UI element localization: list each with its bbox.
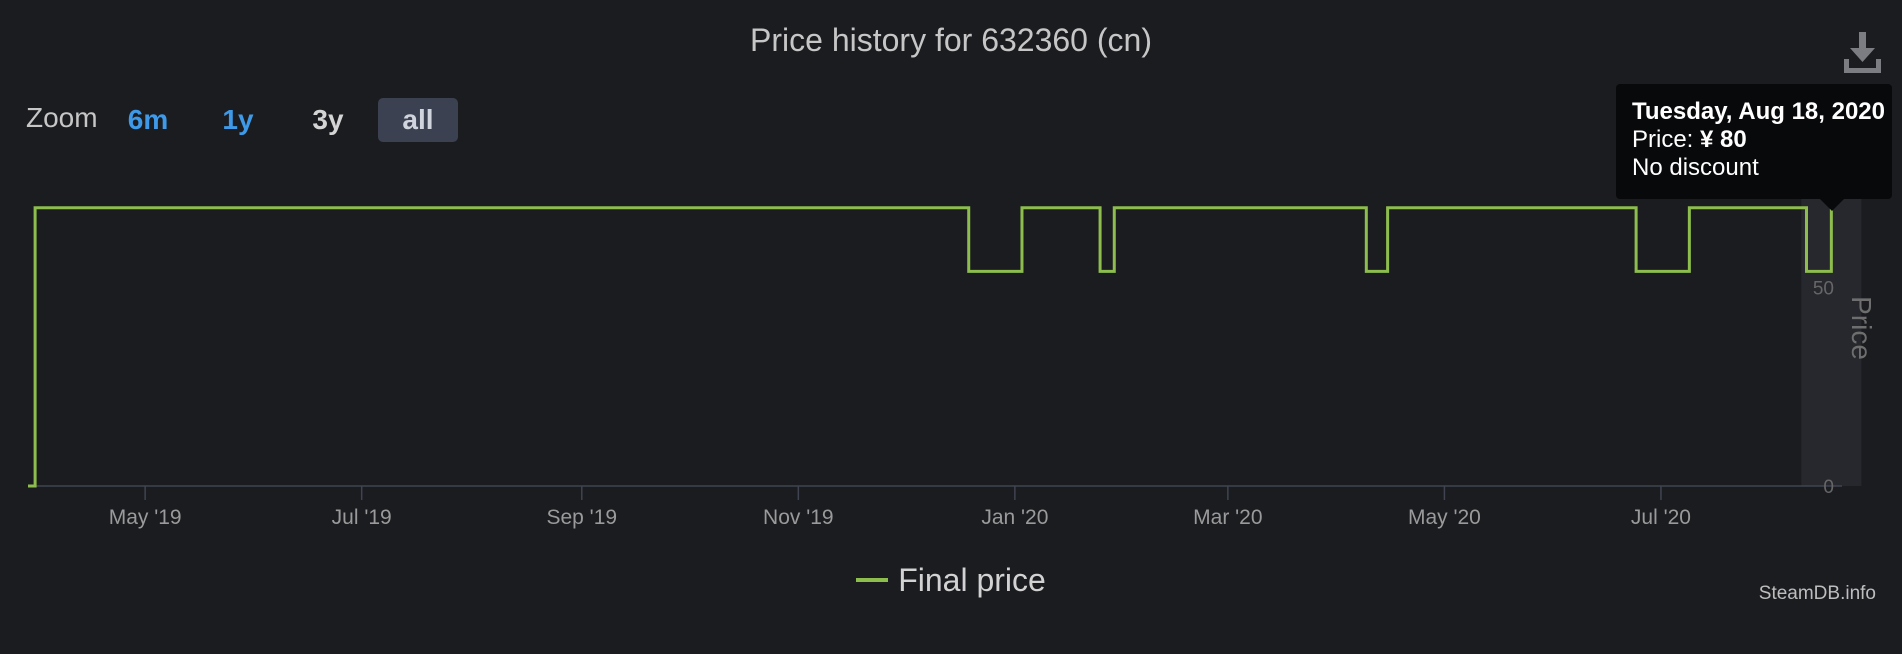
x-tick-label: Nov '19 xyxy=(763,506,834,529)
legend-label: Final price xyxy=(898,562,1046,598)
chart-title: Price history for 632360 (cn) xyxy=(750,22,1152,58)
legend-swatch xyxy=(856,577,889,582)
tooltip: Tuesday, Aug 18, 2020 Price: ¥ 80 No dis… xyxy=(1616,84,1892,199)
x-tick-label: May '20 xyxy=(1408,506,1481,529)
tooltip-price-value: ¥ 80 xyxy=(1700,126,1747,153)
x-tick-label: Sep '19 xyxy=(546,506,617,529)
tooltip-price-label: Price: xyxy=(1632,126,1694,153)
x-tick-label: Jul '20 xyxy=(1631,506,1691,529)
x-tick-label: May '19 xyxy=(109,506,182,529)
zoom-6m-button[interactable]: 6m xyxy=(127,104,169,135)
tooltip-discount: No discount xyxy=(1632,154,1759,181)
y-axis-title: Price xyxy=(1846,296,1877,360)
y-tick-label: 50 xyxy=(1813,278,1834,299)
y-tick-label: 0 xyxy=(1823,477,1834,498)
legend-item-final-price[interactable]: Final price xyxy=(0,562,1902,599)
series-line-final-price xyxy=(28,168,1833,488)
credit-link[interactable]: SteamDB.info xyxy=(1758,583,1876,604)
zoom-1y-button[interactable]: 1y xyxy=(222,104,254,135)
tooltip-arrow xyxy=(1820,199,1844,211)
zoom-label: Zoom xyxy=(26,102,98,133)
zoom-3y-button[interactable]: 3y xyxy=(312,104,344,135)
tooltip-date: Tuesday, Aug 18, 2020 xyxy=(1632,98,1885,125)
x-tick-label: Jul '19 xyxy=(332,506,392,529)
zoom-all-button[interactable]: all xyxy=(378,98,458,142)
download-icon[interactable] xyxy=(1842,32,1882,74)
x-tick-label: Mar '20 xyxy=(1193,506,1262,529)
x-tick-label: Jan '20 xyxy=(981,506,1048,529)
